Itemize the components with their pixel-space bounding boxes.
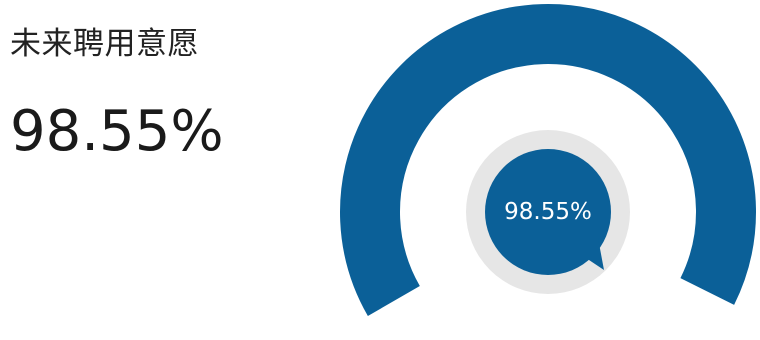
gauge-chart: 98.55% [340,4,756,316]
gauge-arc [340,4,756,316]
value-readout: 98.55% [10,99,224,164]
gauge-value-bubble [485,149,611,275]
gauge-pointer [580,238,604,270]
chart-title: 未来聘用意愿 [10,26,199,62]
gauge-value-label: 98.55% [504,199,592,225]
